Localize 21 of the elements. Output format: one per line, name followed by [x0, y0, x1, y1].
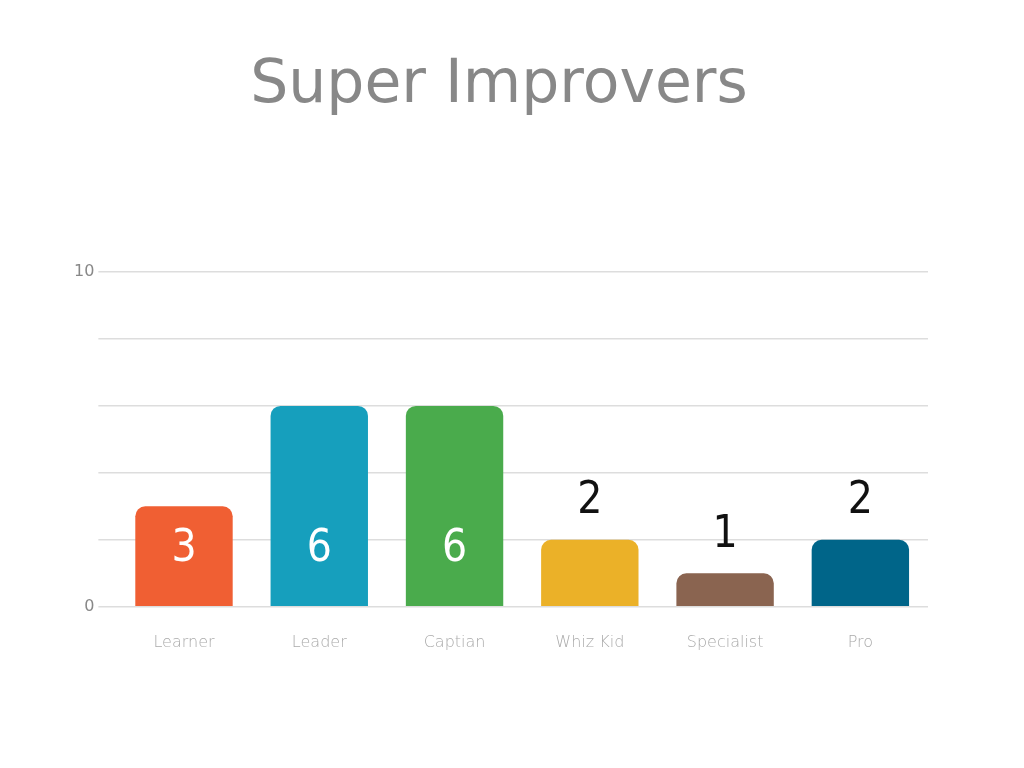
data-label: 1: [712, 505, 738, 557]
bar: [405, 405, 504, 607]
chart-title: Super Improvers: [250, 45, 748, 116]
x-tick-label: Captian: [423, 631, 486, 651]
x-tick-label: Specialist: [686, 631, 764, 651]
data-label: 6: [441, 520, 468, 572]
data-label: 6: [306, 520, 332, 572]
bar: [676, 573, 774, 607]
bar: [135, 506, 233, 607]
x-tick-label: Learner: [153, 631, 215, 651]
data-label: 2: [577, 472, 603, 524]
x-tick-label: Leader: [291, 631, 348, 651]
y-tick-label: 10: [74, 261, 95, 281]
data-label: 3: [171, 520, 197, 572]
y-tick-label: 0: [84, 595, 95, 615]
data-label: 2: [847, 472, 873, 524]
bar: [270, 405, 368, 607]
x-tick-label: Pro: [847, 631, 874, 651]
bar: [541, 539, 639, 607]
x-tick-label: Whiz Kid: [555, 631, 625, 651]
bar: [811, 539, 910, 607]
